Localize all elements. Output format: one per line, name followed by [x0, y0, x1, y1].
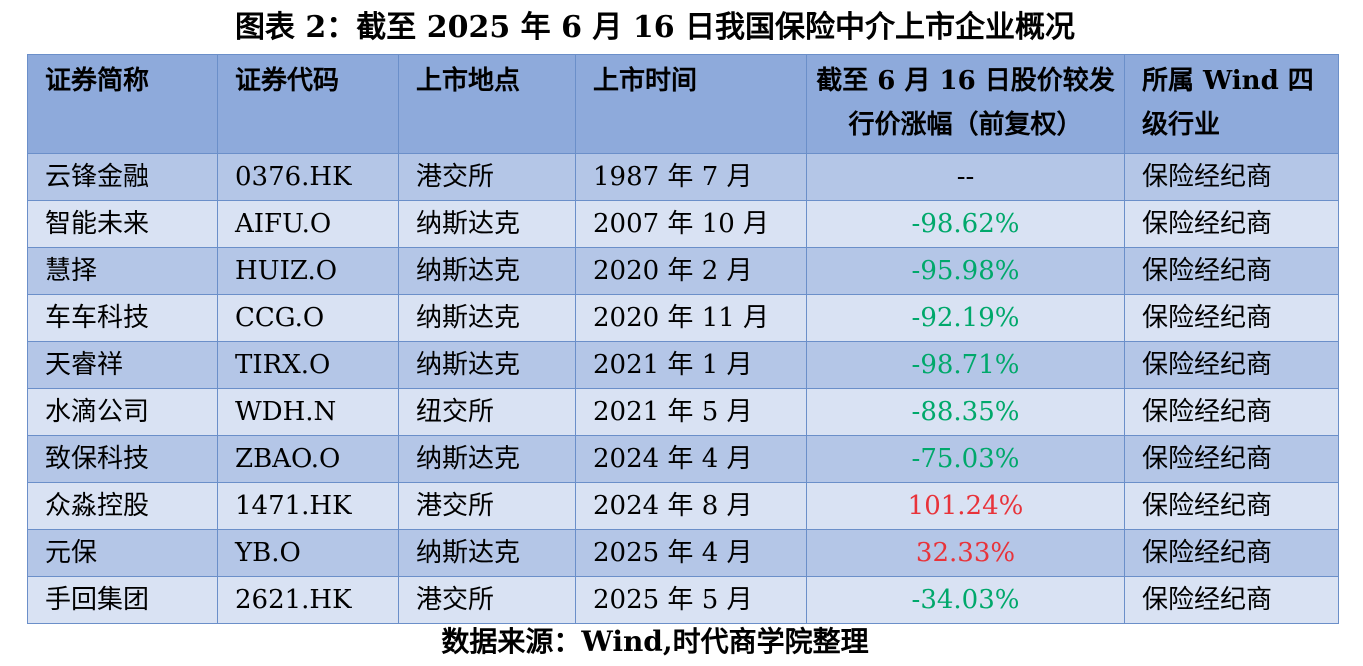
cell-exchange: 纳斯达克	[398, 435, 576, 483]
cell-listing-date: 1987 年 7 月	[575, 153, 807, 201]
cell-industry: 保险经纪商	[1124, 341, 1339, 389]
cell-price-change: -98.62%	[806, 200, 1125, 248]
cell-exchange: 纳斯达克	[398, 200, 576, 248]
cell-listing-date: 2021 年 1 月	[575, 341, 807, 389]
cell-exchange: 港交所	[398, 482, 576, 530]
cell-listing-date: 2021 年 5 月	[575, 388, 807, 436]
cell-price-change: -98.71%	[806, 341, 1125, 389]
cell-name: 水滴公司	[27, 388, 218, 436]
header-code: 证券代码	[217, 54, 399, 154]
cell-listing-date: 2024 年 8 月	[575, 482, 807, 530]
cell-price-change: -75.03%	[806, 435, 1125, 483]
data-source-note: 数据来源：Wind,时代商学院整理	[441, 625, 869, 658]
header-price-change: 截至 6 月 16 日股价较发行价涨幅（前复权）	[806, 54, 1125, 154]
cell-industry: 保险经纪商	[1124, 529, 1339, 577]
cell-industry: 保险经纪商	[1124, 388, 1339, 436]
cell-code: CCG.O	[217, 294, 399, 342]
header-listing-date: 上市时间	[575, 54, 807, 154]
cell-code: ZBAO.O	[217, 435, 399, 483]
cell-name: 致保科技	[27, 435, 218, 483]
cell-listing-date: 2025 年 4 月	[575, 529, 807, 577]
cell-code: 2621.HK	[217, 576, 399, 624]
cell-name: 众淼控股	[27, 482, 218, 530]
table-row: 元保 YB.O 纳斯达克 2025 年 4 月 32.33% 保险经纪商	[27, 529, 1339, 577]
table-row: 众淼控股 1471.HK 港交所 2024 年 8 月 101.24% 保险经纪商	[27, 482, 1339, 530]
cell-name: 天睿祥	[27, 341, 218, 389]
cell-name: 智能未来	[27, 200, 218, 248]
cell-name: 手回集团	[27, 576, 218, 624]
cell-name: 车车科技	[27, 294, 218, 342]
cell-price-change: --	[806, 153, 1125, 201]
cell-industry: 保险经纪商	[1124, 153, 1339, 201]
cell-name: 云锋金融	[27, 153, 218, 201]
cell-code: 0376.HK	[217, 153, 399, 201]
cell-code: WDH.N	[217, 388, 399, 436]
cell-industry: 保险经纪商	[1124, 247, 1339, 295]
cell-price-change: -88.35%	[806, 388, 1125, 436]
cell-industry: 保险经纪商	[1124, 294, 1339, 342]
cell-name: 慧择	[27, 247, 218, 295]
table-row: 致保科技 ZBAO.O 纳斯达克 2024 年 4 月 -75.03% 保险经纪商	[27, 435, 1339, 483]
cell-industry: 保险经纪商	[1124, 200, 1339, 248]
table-row: 云锋金融 0376.HK 港交所 1987 年 7 月 -- 保险经纪商	[27, 153, 1339, 201]
cell-exchange: 纽交所	[398, 388, 576, 436]
header-exchange: 上市地点	[398, 54, 576, 154]
cell-price-change: -92.19%	[806, 294, 1125, 342]
cell-listing-date: 2020 年 2 月	[575, 247, 807, 295]
cell-price-change: -95.98%	[806, 247, 1125, 295]
figure-title: 图表 2：截至 2025 年 6 月 16 日我国保险中介上市企业概况	[234, 10, 1076, 45]
header-row: 证券简称 证券代码 上市地点 上市时间 截至 6 月 16 日股价较发行价涨幅（…	[27, 54, 1339, 154]
cell-price-change: -34.03%	[806, 576, 1125, 624]
cell-price-change: 32.33%	[806, 529, 1125, 577]
header-industry: 所属 Wind 四级行业	[1124, 54, 1339, 154]
cell-price-change: 101.24%	[806, 482, 1125, 530]
cell-listing-date: 2020 年 11 月	[575, 294, 807, 342]
table-row: 慧择 HUIZ.O 纳斯达克 2020 年 2 月 -95.98% 保险经纪商	[27, 247, 1339, 295]
cell-exchange: 纳斯达克	[398, 529, 576, 577]
cell-exchange: 纳斯达克	[398, 247, 576, 295]
header-name: 证券简称	[27, 54, 218, 154]
cell-code: 1471.HK	[217, 482, 399, 530]
cell-code: AIFU.O	[217, 200, 399, 248]
table-row: 水滴公司 WDH.N 纽交所 2021 年 5 月 -88.35% 保险经纪商	[27, 388, 1339, 436]
cell-listing-date: 2025 年 5 月	[575, 576, 807, 624]
cell-code: HUIZ.O	[217, 247, 399, 295]
cell-exchange: 纳斯达克	[398, 294, 576, 342]
cell-industry: 保险经纪商	[1124, 435, 1339, 483]
insurance-intermediary-table: 证券简称 证券代码 上市地点 上市时间 截至 6 月 16 日股价较发行价涨幅（…	[27, 54, 1339, 624]
cell-code: TIRX.O	[217, 341, 399, 389]
table-row: 手回集团 2621.HK 港交所 2025 年 5 月 -34.03% 保险经纪商	[27, 576, 1339, 624]
cell-exchange: 港交所	[398, 153, 576, 201]
cell-name: 元保	[27, 529, 218, 577]
table-row: 天睿祥 TIRX.O 纳斯达克 2021 年 1 月 -98.71% 保险经纪商	[27, 341, 1339, 389]
table-row: 智能未来 AIFU.O 纳斯达克 2007 年 10 月 -98.62% 保险经纪商	[27, 200, 1339, 248]
cell-exchange: 纳斯达克	[398, 341, 576, 389]
cell-exchange: 港交所	[398, 576, 576, 624]
cell-listing-date: 2007 年 10 月	[575, 200, 807, 248]
table-row: 车车科技 CCG.O 纳斯达克 2020 年 11 月 -92.19% 保险经纪商	[27, 294, 1339, 342]
table-body: 云锋金融 0376.HK 港交所 1987 年 7 月 -- 保险经纪商 智能未来 AIFU.…	[27, 153, 1339, 624]
cell-industry: 保险经纪商	[1124, 576, 1339, 624]
cell-listing-date: 2024 年 4 月	[575, 435, 807, 483]
cell-code: YB.O	[217, 529, 399, 577]
cell-industry: 保险经纪商	[1124, 482, 1339, 530]
